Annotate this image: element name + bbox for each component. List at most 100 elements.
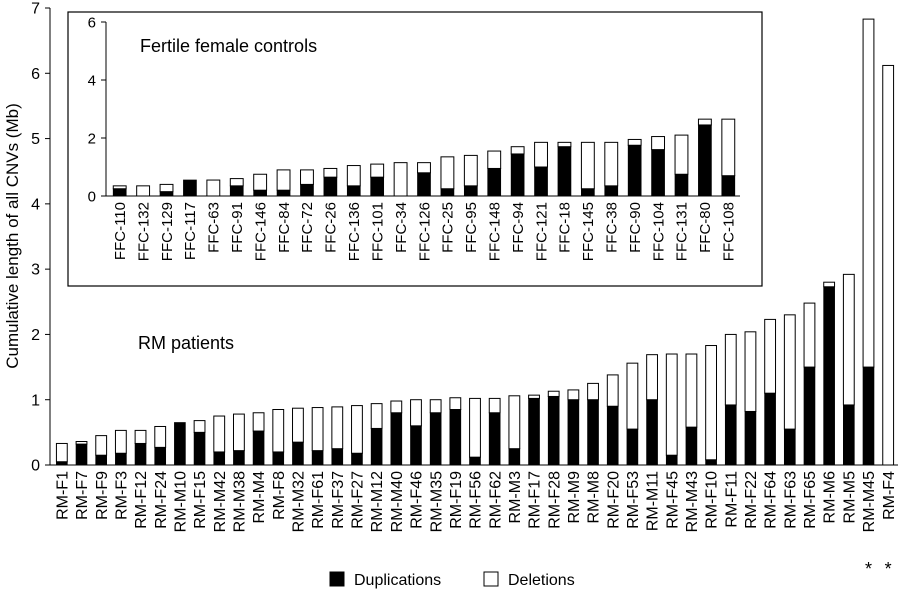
main-x-tick-label: RM-M40 bbox=[389, 471, 406, 532]
main-bar-deletions bbox=[547, 390, 560, 397]
inset-x-tick-label: FFC-26 bbox=[323, 202, 340, 253]
inset-y-tick-label: 2 bbox=[88, 130, 96, 147]
main-bar-deletions bbox=[410, 399, 422, 427]
main-bar-deletions bbox=[292, 407, 304, 443]
main-bar-deletions bbox=[193, 420, 206, 433]
inset-bar-deletions bbox=[370, 163, 385, 178]
inset-frame bbox=[67, 11, 763, 287]
main-x-tick-label: RM-F20 bbox=[605, 471, 622, 529]
inset-bar-duplications bbox=[627, 144, 642, 197]
main-y-tick-label: 0 bbox=[31, 458, 40, 475]
inset-x-tick-label: FFC-101 bbox=[369, 202, 386, 261]
inset-x-tick-label: FFC-148 bbox=[486, 202, 503, 261]
main-x-tick-label: RM-F9 bbox=[94, 471, 111, 520]
inset-x-tick-label: FFC-25 bbox=[440, 202, 457, 253]
main-x-tick-label: RM-M9 bbox=[566, 471, 583, 524]
main-x-tick-label: RM-F28 bbox=[546, 471, 563, 529]
inset-bar-deletions bbox=[463, 154, 478, 187]
main-x-tick-label: RM-F46 bbox=[409, 471, 426, 529]
inset-bar-deletions bbox=[440, 156, 455, 190]
main-bar-duplications bbox=[154, 446, 167, 466]
main-bar-duplications bbox=[528, 398, 540, 466]
main-x-tick-label: RM-M3 bbox=[507, 471, 524, 524]
main-bar-duplications bbox=[567, 399, 580, 466]
main-bar-deletions bbox=[842, 273, 855, 406]
inset-x-tick-label: FFC-90 bbox=[627, 202, 644, 253]
main-x-tick-label: RM-M45 bbox=[861, 471, 878, 532]
main-x-tick-label: RM-F8 bbox=[271, 471, 288, 520]
main-bar-deletions bbox=[134, 429, 147, 444]
main-bar-duplications bbox=[744, 411, 757, 466]
inset-x-tick-label: FFC-91 bbox=[229, 202, 246, 253]
main-x-tick-label: RM-F4 bbox=[881, 471, 898, 520]
main-x-tick-label: RM-F56 bbox=[468, 471, 485, 529]
main-y-tick-label: 3 bbox=[31, 262, 40, 279]
main-bar-duplications bbox=[626, 428, 639, 466]
inset-bar-deletions bbox=[346, 165, 361, 187]
main-x-tick-label: RM-F24 bbox=[153, 471, 170, 529]
inset-bar-duplications bbox=[417, 172, 431, 197]
inset-bar-deletions bbox=[206, 179, 221, 197]
main-bar-duplications bbox=[174, 422, 186, 466]
main-bar-duplications bbox=[213, 451, 226, 466]
main-bar-duplications bbox=[665, 454, 678, 466]
inset-bar-duplications bbox=[581, 188, 595, 197]
inset-x-tick-label: FFC-129 bbox=[159, 202, 176, 261]
main-x-tick-label: RM-M5 bbox=[841, 471, 858, 524]
inset-bar-duplications bbox=[300, 183, 314, 197]
inset-x-tick-label: FFC-126 bbox=[416, 202, 433, 261]
inset-bar-duplications bbox=[510, 153, 525, 197]
main-bar-deletions bbox=[114, 429, 127, 454]
main-x-tick-label: RM-M38 bbox=[232, 471, 249, 532]
inset-bar-deletions bbox=[393, 162, 408, 197]
inset-bar-deletions bbox=[557, 141, 572, 148]
main-bar-duplications bbox=[351, 452, 363, 466]
main-x-tick-label: RM-F19 bbox=[448, 471, 465, 529]
main-bar-deletions bbox=[567, 389, 580, 401]
inset-bar-deletions bbox=[721, 118, 736, 177]
inset-title: Fertile female controls bbox=[140, 36, 317, 56]
inset-bar-deletions bbox=[253, 173, 268, 191]
main-bar-deletions bbox=[705, 345, 718, 461]
main-bar-duplications bbox=[488, 412, 501, 466]
inset-bar-duplications bbox=[323, 176, 338, 197]
inset-bar-duplications bbox=[674, 173, 689, 197]
main-bar-duplications bbox=[508, 448, 521, 466]
main-x-tick-label: RM-F53 bbox=[625, 471, 642, 529]
main-bar-deletions bbox=[646, 354, 658, 401]
main-x-tick-label: RM-F22 bbox=[743, 471, 760, 529]
main-x-tick-label: RM-F7 bbox=[74, 471, 91, 520]
inset-bar-deletions bbox=[300, 169, 314, 185]
inset-bar-duplications bbox=[651, 149, 665, 197]
main-x-tick-label: RM-M4 bbox=[251, 471, 268, 524]
main-x-tick-label: RM-M11 bbox=[645, 471, 662, 531]
main-x-tick-label: RM-M32 bbox=[291, 471, 308, 532]
main-bar-duplications bbox=[587, 399, 599, 466]
main-bar-duplications bbox=[843, 404, 855, 466]
main-x-tick-label: RM-F10 bbox=[704, 471, 721, 529]
inset-bar-duplications bbox=[698, 124, 712, 197]
main-y-tick-label: 7 bbox=[31, 1, 40, 18]
inset-bar-duplications bbox=[276, 189, 291, 197]
inset-bar-deletions bbox=[580, 141, 595, 190]
main-x-tick-label: RM-F61 bbox=[310, 471, 327, 529]
main-x-tick-label: RM-F63 bbox=[782, 471, 799, 529]
main-bar-deletions bbox=[331, 406, 344, 450]
main-plot: 0 1 2 3 4 5 6 7 RM-F1 RM-F7 RM-F9 RM-F3 RM-F12 RM-F24… bbox=[3, 1, 898, 579]
inset-bar-deletions bbox=[159, 183, 174, 193]
inset-bar-duplications bbox=[229, 185, 244, 197]
main-x-tick-label: RM-F64 bbox=[763, 471, 780, 529]
main-bar-deletions bbox=[370, 403, 383, 429]
main-bar-duplications bbox=[646, 399, 658, 466]
main-bar-deletions bbox=[528, 394, 540, 399]
main-x-tick-label: RM-F11 bbox=[723, 471, 740, 528]
inset-x-tick-label: FFC-136 bbox=[346, 202, 363, 261]
main-x-tick-label: RM-F17 bbox=[527, 471, 544, 529]
inset-x-tick-label: FFC-95 bbox=[463, 202, 480, 253]
inset-x-tick-label: FFC-131 bbox=[674, 202, 691, 261]
main-bar-duplications bbox=[370, 428, 383, 466]
main-bar-deletions bbox=[606, 374, 619, 407]
main-bar-duplications bbox=[469, 456, 481, 466]
main-x-tick-label: RM-F15 bbox=[192, 471, 209, 529]
inset-x-tick-label: FFC-145 bbox=[580, 202, 597, 261]
